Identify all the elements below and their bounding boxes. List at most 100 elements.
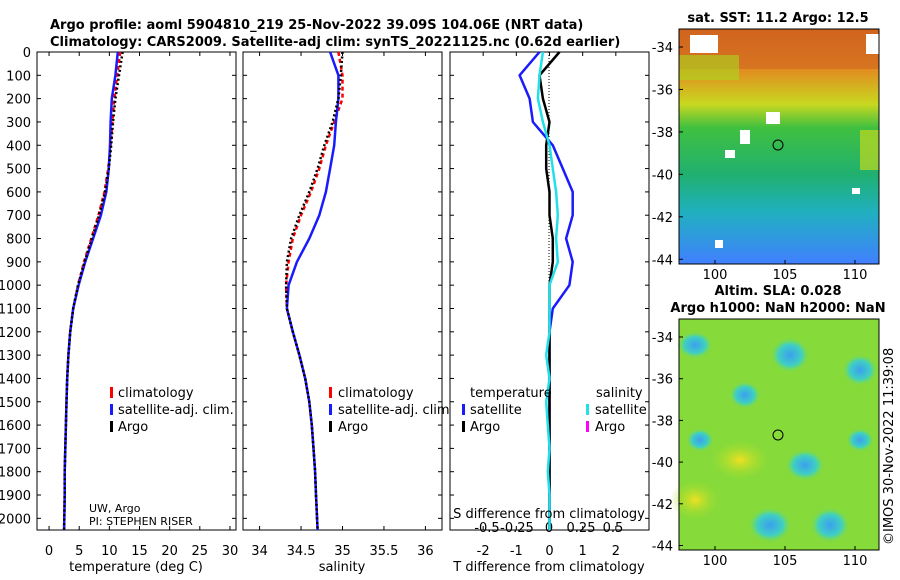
sst-map-ticks: 100 105 110 -34 -36 -38 -40 -42 -44 bbox=[652, 41, 868, 283]
legend-label-s-satellite: satellite bbox=[595, 403, 647, 418]
salinity-axis: 34 34.5 35 35.5 36 bbox=[243, 51, 442, 559]
sla-eddy bbox=[785, 449, 825, 481]
sla-map-subtitle: Argo h1000: NaN h2000: NaN bbox=[670, 301, 885, 316]
series-line-argo bbox=[62, 51, 124, 531]
legend-swatch-satellite bbox=[329, 404, 332, 415]
x-tick-label: 5 bbox=[75, 544, 83, 559]
sst-front bbox=[860, 130, 879, 170]
sla-map-title: Altim. SLA: 0.028 bbox=[715, 284, 842, 299]
legend-swatch-t-satellite bbox=[462, 404, 465, 415]
sst-front bbox=[679, 55, 739, 80]
x-tick-label: 34 bbox=[251, 544, 268, 559]
depth-tick-label: 1100 bbox=[0, 302, 31, 317]
x-tick-label: 2 bbox=[612, 544, 620, 559]
annotation-line2: PI: STEPHEN RISER bbox=[89, 515, 193, 528]
x-tick-label: 20 bbox=[161, 544, 178, 559]
legend-label-s-argo: Argo bbox=[595, 420, 625, 435]
top-x-tick-label: -0.25 bbox=[500, 521, 534, 536]
salinity-axes bbox=[242, 51, 443, 531]
depth-tick-label: 1800 bbox=[0, 466, 31, 481]
x-tick-label: 35.5 bbox=[369, 544, 398, 559]
t-difference-axis: -2 -1 0 1 2 bbox=[450, 51, 649, 559]
legend-title-salinity: salinity bbox=[596, 386, 643, 401]
sst-missing-patch bbox=[866, 34, 879, 54]
legend-swatch-satellite bbox=[110, 404, 113, 415]
temperature-series bbox=[62, 51, 124, 531]
map-y-tick-label: -40 bbox=[652, 168, 673, 183]
map-x-tick-label: 100 bbox=[703, 268, 728, 283]
depth-tick-label: 900 bbox=[6, 256, 31, 271]
map-x-tick-label: 110 bbox=[843, 268, 868, 283]
sla-eddy bbox=[729, 381, 761, 409]
depth-tick-label: 1200 bbox=[0, 326, 31, 341]
depth-tick-label: 200 bbox=[6, 93, 31, 108]
t-difference-xlabel: T difference from climatology bbox=[452, 560, 645, 575]
legend-swatch-argo bbox=[110, 421, 113, 432]
depth-tick-label: 2000 bbox=[0, 512, 31, 527]
difference-series bbox=[518, 51, 574, 530]
top-x-tick-label: 0.5 bbox=[603, 521, 624, 536]
sla-eddy bbox=[842, 354, 878, 386]
depth-tick-label: 1700 bbox=[0, 442, 31, 457]
map-y-tick-label: -40 bbox=[652, 456, 673, 471]
depth-tick-label: 1900 bbox=[0, 489, 31, 504]
depth-tick-label: 1400 bbox=[0, 372, 31, 387]
sst-missing-patch bbox=[740, 130, 750, 144]
x-tick-label: 10 bbox=[101, 544, 118, 559]
map-y-tick-label: -36 bbox=[652, 83, 673, 98]
map-x-tick-label: 105 bbox=[773, 554, 798, 569]
series-line-salinity-satellite bbox=[536, 51, 560, 530]
legend-swatch-climatology bbox=[329, 387, 332, 398]
legend-label-satellite: satellite-adj. clim. bbox=[118, 403, 234, 418]
sla-eddy bbox=[686, 428, 714, 452]
temperature-axes bbox=[36, 51, 237, 531]
sla-eddy bbox=[810, 507, 850, 543]
argo-location-marker bbox=[772, 429, 784, 441]
sst-missing-patch bbox=[766, 112, 780, 124]
s-difference-xlabel: S difference from climatology bbox=[453, 507, 645, 522]
series-line-satellite-adj-clim- bbox=[62, 51, 120, 531]
map-x-tick-label: 110 bbox=[843, 554, 868, 569]
depth-tick-label: 1000 bbox=[0, 279, 31, 294]
sst-missing-patch bbox=[725, 150, 735, 158]
argo-location-marker bbox=[772, 139, 784, 151]
sla-high bbox=[710, 440, 770, 480]
depth-tick-label: 100 bbox=[6, 69, 31, 84]
temperature-axis: 0 5 10 15 20 25 30 bbox=[37, 51, 238, 559]
sla-high bbox=[670, 480, 720, 520]
map-y-tick-label: -36 bbox=[652, 373, 673, 388]
sst-missing-patch bbox=[852, 188, 860, 194]
x-tick-label: 36 bbox=[417, 544, 434, 559]
top-x-tick-label: 0.25 bbox=[567, 521, 596, 536]
legend-label-t-argo: Argo bbox=[470, 420, 500, 435]
x-tick-label: 0 bbox=[45, 544, 53, 559]
x-tick-label: 34.5 bbox=[287, 544, 316, 559]
legend-label-argo: Argo bbox=[118, 420, 148, 435]
sla-eddy bbox=[677, 331, 713, 359]
x-tick-label: 35 bbox=[334, 544, 351, 559]
sla-map-frame bbox=[678, 318, 880, 551]
title-line1: Argo profile: aoml 5904810_219 25-Nov-20… bbox=[50, 18, 583, 33]
series-line-satellite-adj-clim- bbox=[285, 51, 340, 531]
map-y-tick-label: -34 bbox=[652, 41, 673, 56]
x-tick-label: 25 bbox=[192, 544, 209, 559]
x-tick-label: 15 bbox=[131, 544, 148, 559]
depth-tick-label: 700 bbox=[6, 209, 31, 224]
difference-legend: temperature satellite Argo salinity sate… bbox=[462, 386, 647, 435]
imos-stamp: ©IMOS 30-Nov-2022 11:39:08 bbox=[882, 348, 897, 545]
sla-map bbox=[670, 318, 880, 551]
sst-map-title: sat. SST: 11.2 Argo: 12.5 bbox=[687, 11, 868, 26]
map-x-tick-label: 105 bbox=[773, 268, 798, 283]
depth-axis: 0 100 200 300 400 500 600 700 800 900 1000 1100 1200… bbox=[0, 46, 31, 527]
depth-tick-label: 400 bbox=[6, 139, 31, 154]
legend-label-argo: Argo bbox=[338, 420, 368, 435]
sst-missing-patch bbox=[715, 240, 723, 248]
legend-label-satellite: satellite-adj. clim. bbox=[338, 403, 454, 418]
top-x-tick-label: -0.5 bbox=[474, 521, 499, 536]
legend-label-climatology: climatology bbox=[118, 386, 194, 401]
x-tick-label: -1 bbox=[510, 544, 523, 559]
salinity-xlabel: salinity bbox=[319, 560, 366, 575]
salinity-series bbox=[284, 51, 344, 531]
temperature-legend: climatology satellite-adj. clim. Argo bbox=[110, 386, 234, 435]
x-tick-label: 0 bbox=[545, 544, 553, 559]
